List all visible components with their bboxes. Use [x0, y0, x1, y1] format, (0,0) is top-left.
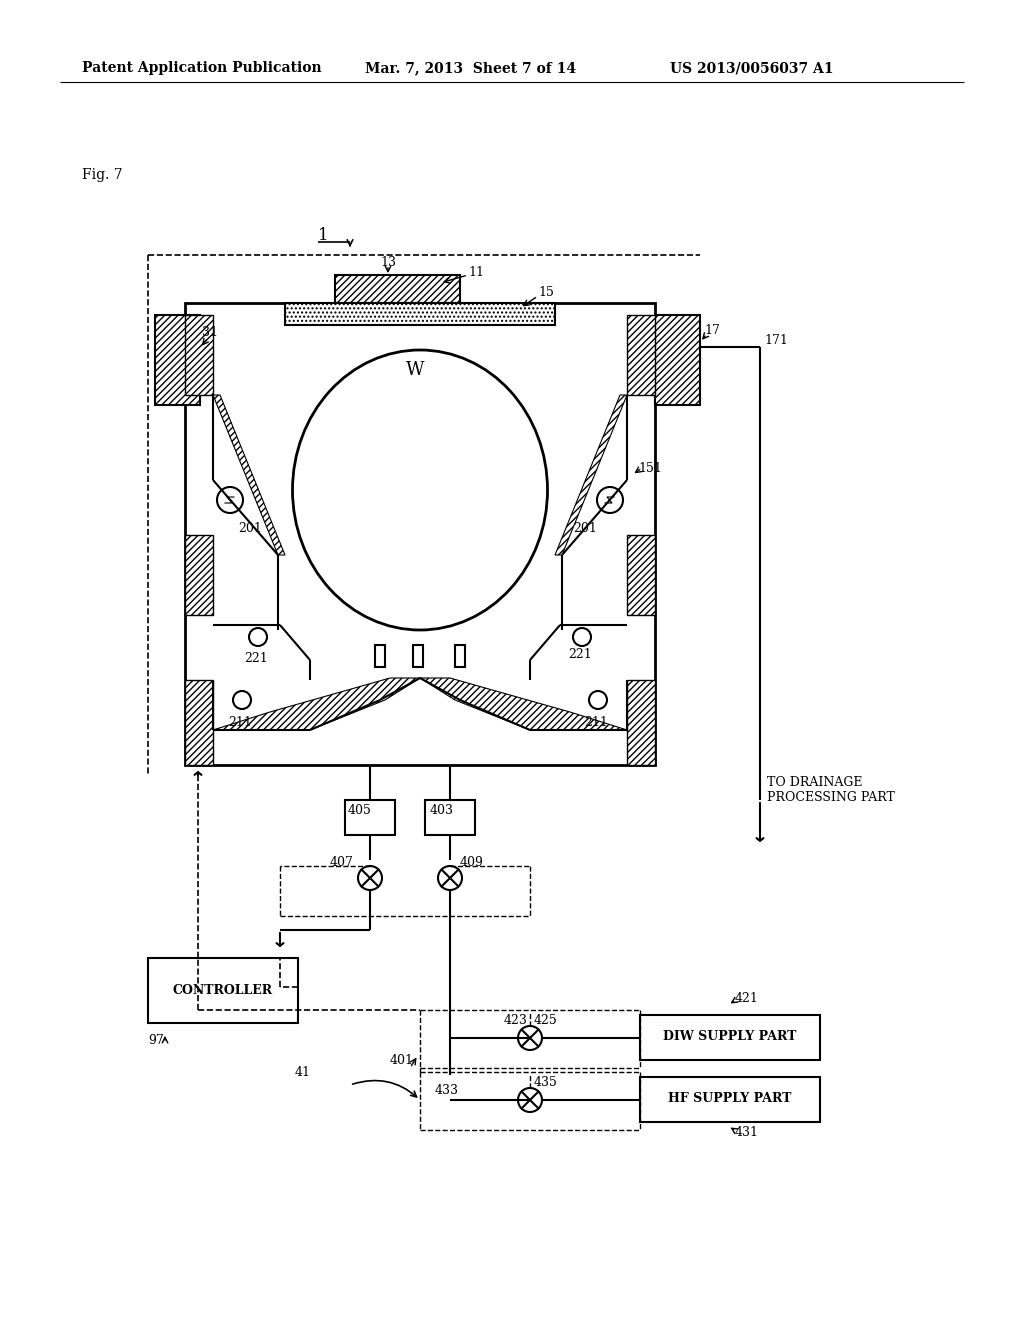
- Text: 423: 423: [504, 1014, 528, 1027]
- Polygon shape: [213, 678, 420, 730]
- Text: 171: 171: [764, 334, 787, 346]
- Bar: [640, 1015, 820, 1060]
- Bar: [155, 315, 200, 405]
- Text: 431: 431: [735, 1126, 759, 1139]
- Text: HF SUPPLY PART: HF SUPPLY PART: [669, 1093, 792, 1106]
- Text: 403: 403: [430, 804, 454, 817]
- Bar: [185, 315, 213, 395]
- Text: US 2013/0056037 A1: US 2013/0056037 A1: [670, 61, 834, 75]
- Bar: [627, 315, 655, 395]
- Bar: [345, 800, 395, 836]
- Text: 17: 17: [705, 323, 720, 337]
- Polygon shape: [555, 395, 627, 554]
- Text: 425: 425: [534, 1014, 558, 1027]
- Bar: [185, 680, 213, 766]
- Text: 401: 401: [390, 1053, 414, 1067]
- Text: 201: 201: [573, 521, 597, 535]
- Text: 97: 97: [148, 1034, 164, 1047]
- Bar: [148, 958, 298, 1023]
- Text: 15: 15: [538, 286, 554, 300]
- Bar: [375, 645, 385, 667]
- Text: TO DRAINAGE
PROCESSING PART: TO DRAINAGE PROCESSING PART: [767, 776, 895, 804]
- Text: 211: 211: [228, 715, 252, 729]
- Text: 1: 1: [318, 227, 329, 243]
- Text: 151: 151: [638, 462, 662, 474]
- Bar: [455, 645, 465, 667]
- Bar: [185, 535, 213, 615]
- Text: Patent Application Publication: Patent Application Publication: [82, 61, 322, 75]
- Text: 41: 41: [295, 1065, 311, 1078]
- Bar: [655, 315, 700, 405]
- Text: 405: 405: [348, 804, 372, 817]
- Bar: [285, 304, 555, 325]
- Polygon shape: [420, 678, 627, 730]
- Text: 211: 211: [584, 715, 608, 729]
- Bar: [627, 680, 655, 766]
- Bar: [413, 645, 423, 667]
- Text: Fig. 7: Fig. 7: [82, 168, 123, 182]
- Bar: [640, 1077, 820, 1122]
- Ellipse shape: [293, 350, 548, 630]
- Text: 421: 421: [735, 991, 759, 1005]
- Text: 433: 433: [435, 1084, 459, 1097]
- Text: 435: 435: [534, 1076, 558, 1089]
- Text: 11: 11: [468, 265, 484, 279]
- Bar: [425, 800, 475, 836]
- Text: DIW SUPPLY PART: DIW SUPPLY PART: [664, 1031, 797, 1044]
- Bar: [185, 304, 655, 766]
- Bar: [627, 535, 655, 615]
- Text: 221: 221: [244, 652, 267, 664]
- Text: 221: 221: [568, 648, 592, 661]
- Bar: [335, 275, 460, 304]
- Text: W: W: [406, 360, 424, 379]
- Text: 407: 407: [330, 855, 354, 869]
- Text: CONTROLLER: CONTROLLER: [173, 983, 273, 997]
- Bar: [285, 304, 555, 325]
- Text: 13: 13: [380, 256, 396, 268]
- Text: 409: 409: [460, 855, 484, 869]
- Text: 31: 31: [202, 326, 218, 339]
- Polygon shape: [213, 395, 285, 554]
- Text: Mar. 7, 2013  Sheet 7 of 14: Mar. 7, 2013 Sheet 7 of 14: [365, 61, 577, 75]
- Text: 201: 201: [238, 521, 262, 535]
